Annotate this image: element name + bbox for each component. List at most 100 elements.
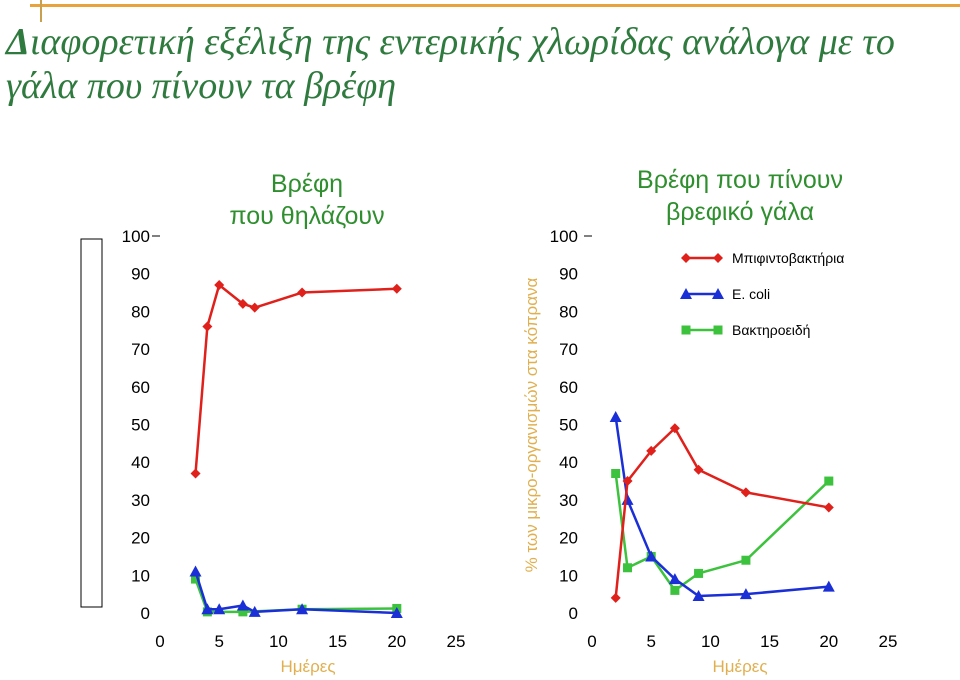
data-point (680, 288, 692, 299)
y-tick-label: 80 (559, 302, 578, 321)
data-point (237, 298, 248, 309)
legend-label: Βακτηροειδή (732, 322, 810, 338)
slide-title-line-2: γάλα που πίνουν τα βρέφη (6, 65, 397, 107)
y-tick-label: 100 (122, 227, 150, 246)
y-axis-label: % των μικρο-οργανισμών στα κόπρανα (522, 277, 541, 572)
data-point (201, 603, 214, 615)
header-rule-vertical (40, 0, 42, 22)
x-tick-label: 5 (214, 632, 223, 651)
data-point (645, 550, 658, 562)
y-tick-label: 30 (131, 491, 150, 510)
data-point (739, 588, 752, 600)
data-point (681, 253, 691, 263)
data-point (238, 607, 248, 617)
data-point (824, 476, 834, 486)
x-tick-label: 5 (646, 632, 655, 651)
data-point (623, 563, 633, 573)
panel-title-line: Βρέφη (271, 170, 343, 198)
data-point (668, 573, 681, 585)
data-point (646, 445, 657, 456)
data-point (611, 469, 621, 479)
y-tick-label: 10 (559, 566, 578, 585)
data-point (249, 302, 260, 313)
data-point (202, 321, 213, 332)
slide-title: Διαφορετική εξέλιξη της εντερικής χλωρίδ… (6, 20, 936, 108)
x-tick-label: 10 (269, 632, 288, 651)
y-tick-label: 100 (550, 227, 578, 246)
x-tick-label: 25 (879, 632, 898, 651)
y-tick-label: 20 (559, 529, 578, 548)
data-point (669, 423, 680, 434)
y-tick-label: 0 (569, 604, 578, 623)
legend-label: E. coli (732, 286, 770, 302)
series-line (614, 416, 829, 598)
slide-title-line-1: Διαφορετική εξέλιξη της εντερικής χλωρίδ… (6, 20, 936, 64)
data-point (621, 493, 634, 505)
data-point (610, 592, 621, 603)
series-green (611, 469, 834, 595)
legend-entry: Βακτηροειδή (681, 322, 810, 338)
data-point (741, 555, 751, 565)
legend-label: Μπιφιντοβακτήρια (732, 250, 844, 266)
data-point (681, 325, 691, 335)
series-line (194, 571, 397, 615)
y-tick-label: 40 (559, 453, 578, 472)
chart-breastfed: Βρέφη που θηλάζουν 0 10 20 30 40 50 60 70 80 90 100 0… (122, 170, 466, 676)
data-point (297, 287, 308, 298)
data-point (214, 280, 225, 291)
header-rule (30, 4, 960, 7)
data-point (190, 468, 201, 479)
y-tick-label: 50 (559, 416, 578, 435)
data-point (692, 590, 705, 602)
y-tick-label: 30 (559, 491, 578, 510)
y-tick-label: 50 (131, 416, 150, 435)
data-point (390, 607, 403, 618)
y-tick-label: 0 (141, 604, 150, 623)
panel-title-line: που θηλάζουν (229, 202, 384, 230)
y-tick-label: 10 (131, 566, 150, 585)
data-point (391, 283, 402, 294)
data-point (823, 502, 834, 513)
data-point (248, 605, 261, 617)
series-line (194, 283, 397, 474)
x-tick-label: 15 (328, 632, 347, 651)
data-point (713, 325, 723, 335)
y-tick-label: 90 (559, 265, 578, 284)
data-point (189, 565, 202, 577)
left-decor-box (80, 238, 103, 608)
y-tick-label: 40 (131, 453, 150, 472)
legend-entry: E. coli (680, 286, 770, 302)
series-blue (609, 410, 835, 602)
x-tick-label: 20 (819, 632, 838, 651)
y-tick-label: 60 (559, 378, 578, 397)
y-tick-label: 90 (131, 265, 150, 284)
x-tick-label: 15 (760, 632, 779, 651)
x-tick-label: 25 (447, 632, 466, 651)
x-tick-label: 0 (587, 632, 596, 651)
series-red (610, 423, 834, 603)
legend-entry: Μπιφιντοβακτήρια (681, 250, 844, 266)
data-point (740, 487, 751, 498)
x-tick-label: 0 (155, 632, 164, 651)
x-tick-label: 20 (387, 632, 406, 651)
title-line-1-text: ιαφορετική εξέλιξη της εντερικής χλωρίδα… (29, 21, 895, 63)
title-initial: Δ (6, 21, 30, 63)
series-blue (189, 565, 403, 618)
panel-title-line: βρεφικό γάλα (666, 198, 814, 226)
y-tick-label: 20 (131, 529, 150, 548)
y-tick-label: 60 (131, 378, 150, 397)
series-line (614, 473, 830, 592)
data-point (693, 464, 704, 475)
data-point (713, 253, 723, 263)
data-point (822, 580, 835, 592)
data-point (609, 410, 622, 422)
series-red (190, 280, 402, 479)
data-point (213, 603, 226, 615)
y-tick-label: 70 (131, 340, 150, 359)
data-point (712, 288, 724, 299)
data-point (296, 603, 309, 615)
x-tick-label: 10 (701, 632, 720, 651)
x-axis-label: Ημέρες (280, 657, 335, 676)
